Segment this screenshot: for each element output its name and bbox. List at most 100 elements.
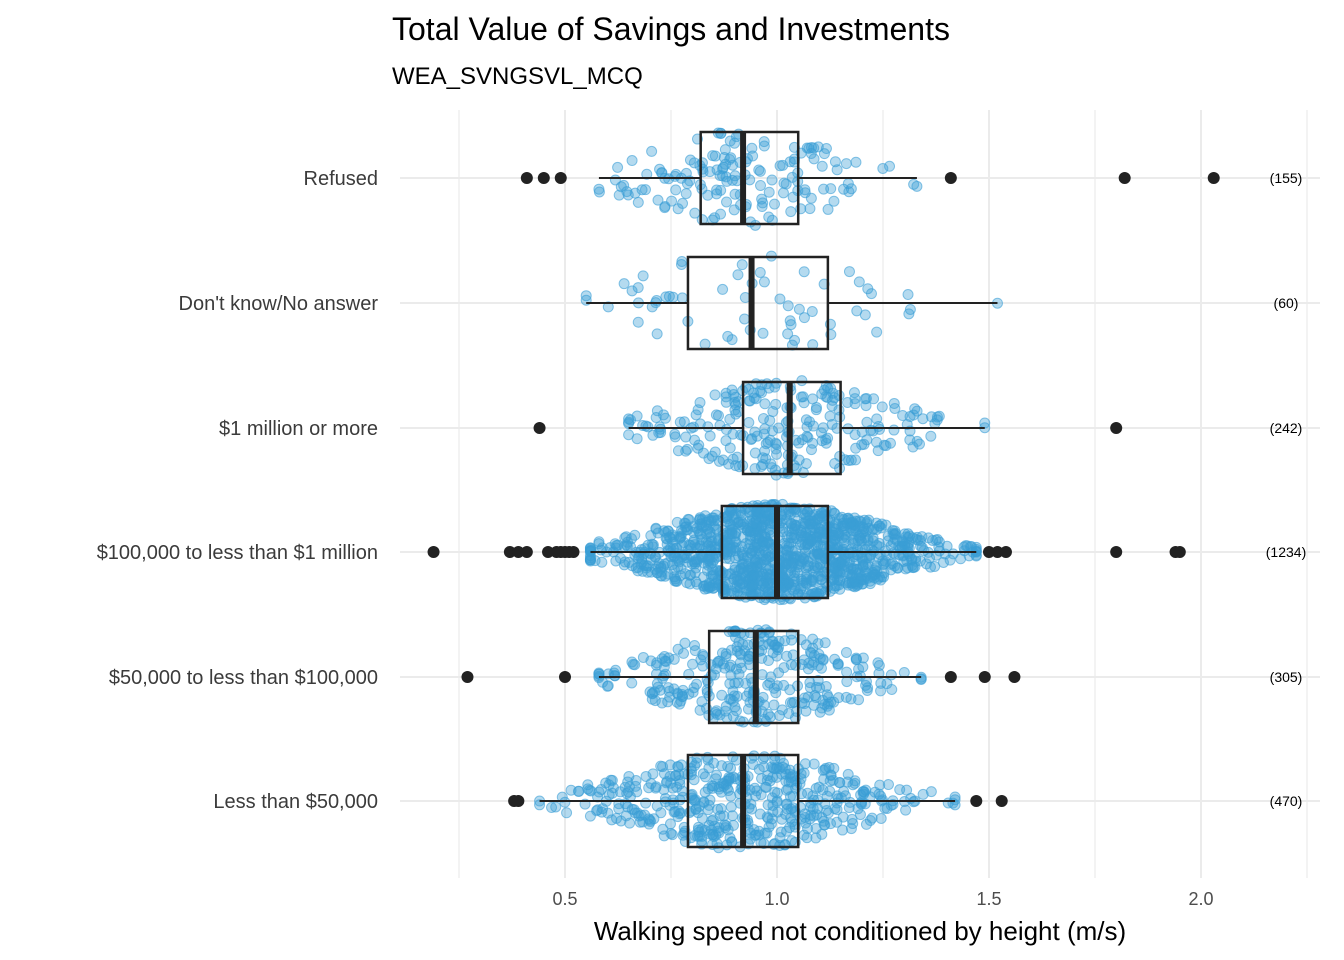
data-point — [774, 160, 786, 172]
data-point — [668, 806, 680, 818]
data-point — [711, 184, 723, 196]
data-point — [650, 782, 662, 794]
data-point — [767, 799, 779, 811]
x-axis-title: Walking speed not conditioned by height … — [594, 916, 1126, 946]
jitter-points — [580, 250, 1003, 351]
data-point — [857, 661, 869, 673]
data-point — [721, 782, 733, 794]
data-point — [711, 188, 723, 200]
outlier-point — [1110, 546, 1123, 558]
count-label: (1234) — [1266, 544, 1306, 560]
data-point — [799, 516, 811, 528]
data-point — [785, 537, 797, 549]
outlier-point — [461, 671, 474, 683]
data-point — [871, 413, 883, 425]
data-point — [872, 445, 884, 457]
data-point — [619, 532, 631, 544]
jitter-points — [593, 127, 923, 231]
data-point — [721, 196, 733, 208]
data-point — [561, 807, 573, 819]
data-point — [888, 528, 900, 540]
data-point — [668, 551, 680, 563]
data-point — [781, 798, 793, 810]
data-point — [647, 539, 659, 551]
data-point — [609, 670, 621, 682]
category-row: $100,000 to less than $1 million (1234) — [97, 498, 1306, 606]
data-point — [914, 534, 926, 546]
data-point — [845, 183, 857, 195]
data-point — [659, 202, 671, 214]
data-point — [780, 582, 792, 594]
data-point — [795, 527, 807, 539]
data-point — [765, 818, 777, 830]
data-point — [582, 779, 594, 791]
data-point — [688, 774, 700, 786]
data-point — [859, 532, 871, 544]
data-point — [814, 682, 826, 694]
data-point — [904, 303, 916, 315]
data-point — [764, 775, 776, 787]
data-point — [831, 816, 843, 828]
data-point — [786, 522, 798, 534]
category-label: $100,000 to less than $1 million — [97, 542, 378, 564]
data-point — [596, 556, 608, 568]
rows-layer: Refused (155) Don't know/No answer (60) $1 m… — [97, 127, 1306, 854]
data-point — [845, 823, 857, 835]
data-point — [619, 781, 631, 793]
data-point — [837, 520, 849, 532]
data-point — [917, 788, 929, 800]
data-point — [776, 704, 788, 716]
data-point — [739, 313, 751, 325]
data-point — [876, 571, 888, 583]
data-point — [820, 680, 832, 692]
data-point — [629, 659, 641, 671]
data-point — [820, 528, 832, 540]
data-point — [710, 769, 722, 781]
data-point — [736, 259, 748, 271]
data-point — [860, 818, 872, 830]
data-point — [758, 140, 770, 152]
data-point — [720, 391, 732, 403]
data-point — [704, 430, 716, 442]
data-point — [812, 802, 824, 814]
data-point — [799, 184, 811, 196]
outlier-point — [999, 546, 1012, 558]
data-point — [637, 270, 649, 282]
data-point — [678, 647, 690, 659]
data-point — [929, 561, 941, 573]
data-point — [565, 784, 577, 796]
data-point — [794, 801, 806, 813]
data-point — [615, 552, 627, 564]
data-point — [671, 516, 683, 528]
data-point — [612, 161, 624, 173]
data-point — [798, 266, 810, 278]
data-point — [593, 538, 605, 550]
data-point — [713, 455, 725, 467]
data-point — [825, 769, 837, 781]
data-point — [797, 467, 809, 479]
data-point — [825, 183, 837, 195]
data-point — [843, 266, 855, 278]
category-row: $1 million or more (242) — [219, 375, 1302, 481]
data-point — [740, 690, 752, 702]
data-point — [771, 448, 783, 460]
data-point — [719, 144, 731, 156]
data-point — [584, 555, 596, 567]
data-point — [783, 707, 795, 719]
data-point — [728, 690, 740, 702]
data-point — [837, 824, 849, 836]
data-point — [725, 762, 737, 774]
data-point — [729, 170, 741, 182]
data-point — [675, 258, 687, 270]
data-point — [534, 799, 546, 811]
data-point — [767, 425, 779, 437]
outlier-point — [520, 172, 533, 184]
data-point — [773, 422, 785, 434]
data-point — [933, 545, 945, 557]
data-point — [806, 306, 818, 318]
chart-subtitle: WEA_SVNGSVL_MCQ — [392, 63, 643, 90]
data-point — [762, 770, 774, 782]
data-point — [730, 391, 742, 403]
data-point — [886, 683, 898, 695]
data-point — [689, 434, 701, 446]
